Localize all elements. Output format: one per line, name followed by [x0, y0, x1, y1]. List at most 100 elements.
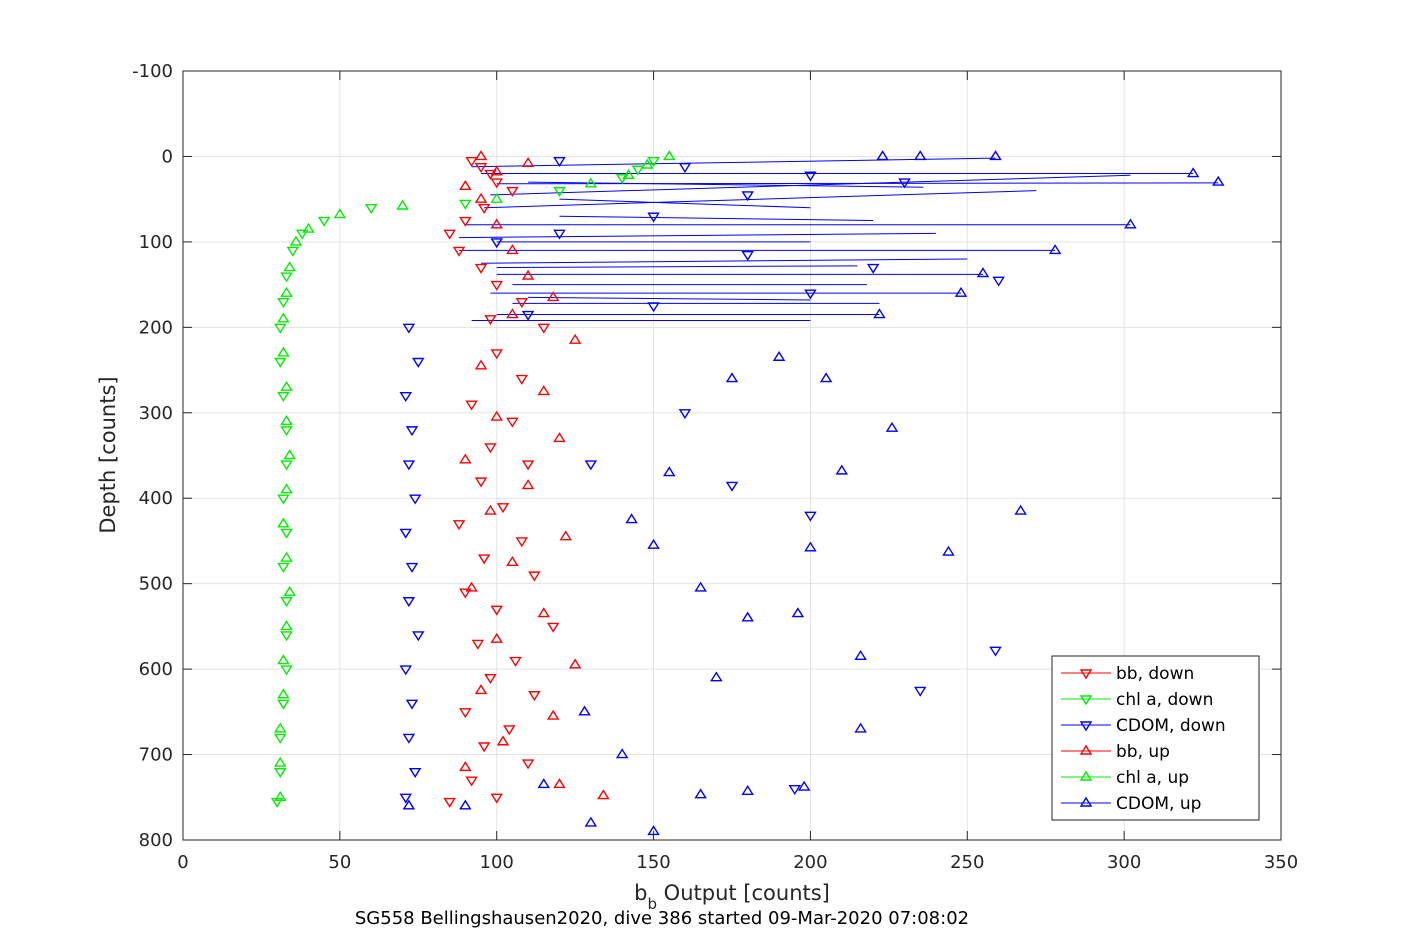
- data-point-marker: [819, 372, 833, 383]
- data-point-marker: [277, 494, 290, 505]
- data-point-marker: [399, 391, 412, 403]
- data-point-marker: [578, 705, 591, 716]
- legend-label: chl a, down: [1116, 690, 1213, 710]
- data-point-marker: [490, 218, 503, 229]
- data-point-marker: [402, 733, 416, 744]
- data-point-marker: [490, 192, 503, 203]
- data-point-marker: [459, 453, 472, 464]
- data-point-marker: [477, 204, 491, 215]
- data-point-marker: [283, 449, 296, 460]
- data-point-marker: [804, 541, 817, 552]
- data-point-marker: [283, 261, 296, 272]
- data-point-marker: [283, 585, 296, 596]
- data-point-marker: [741, 191, 754, 202]
- data-point-marker: [459, 216, 472, 227]
- data-point-marker: [854, 649, 867, 660]
- data-point-marker: [443, 229, 456, 240]
- data-point-marker: [280, 631, 293, 642]
- data-point-marker: [515, 537, 529, 548]
- data-point-marker: [474, 150, 488, 161]
- x-tick-label: 350: [1264, 852, 1298, 873]
- data-point-marker: [515, 374, 529, 385]
- data-point-marker: [452, 520, 466, 531]
- series-cdom-up: [402, 150, 1225, 836]
- data-point-marker: [546, 622, 560, 633]
- data-point-marker: [553, 186, 566, 197]
- data-point-marker: [622, 168, 635, 179]
- data-point-marker: [854, 722, 867, 733]
- data-point-marker: [490, 280, 503, 291]
- data-point-marker: [662, 150, 676, 161]
- data-point-marker: [465, 581, 478, 592]
- data-point-marker: [954, 286, 968, 297]
- legend-label: chl a, up: [1116, 768, 1189, 788]
- data-point-marker: [280, 551, 293, 562]
- data-point-marker: [484, 443, 497, 454]
- x-tick-label: 250: [950, 852, 984, 873]
- data-point-marker: [515, 298, 529, 309]
- data-point-marker: [741, 784, 754, 795]
- y-tick-label: 300: [139, 403, 173, 424]
- data-point-marker: [474, 192, 488, 203]
- data-point-marker: [506, 555, 519, 567]
- data-point-marker: [405, 562, 419, 573]
- data-point-marker: [277, 298, 290, 309]
- y-tick-label: 700: [139, 745, 173, 766]
- data-point-marker: [474, 359, 488, 370]
- cast-connector-line: [559, 215, 874, 222]
- cast-connector-line: [559, 198, 811, 209]
- x-axis-ticks: 0 50 100 150 200 250 300 350: [177, 71, 1298, 873]
- data-point-marker: [280, 483, 293, 494]
- data-point-marker: [1048, 244, 1062, 255]
- data-point-marker: [772, 350, 786, 361]
- data-point-marker: [521, 310, 535, 321]
- data-point-marker: [459, 708, 472, 719]
- cast-connector-line: [484, 190, 1037, 209]
- data-point-marker: [408, 767, 422, 778]
- data-point-marker: [412, 631, 425, 642]
- data-point-marker: [474, 477, 488, 488]
- data-point-marker: [477, 554, 491, 565]
- x-axis-label: bb Output [counts]: [634, 881, 830, 913]
- y-axis-ticks: -100 0 100 200 300 400 500 600 700 800: [132, 61, 1281, 851]
- x-tick-label: 0: [177, 852, 188, 873]
- y-tick-label: -100: [132, 61, 173, 82]
- legend-marker: [1079, 695, 1093, 706]
- data-point-marker: [625, 513, 638, 524]
- y-tick-label: 100: [139, 232, 173, 253]
- data-point-marker: [490, 793, 503, 804]
- data-point-marker: [741, 611, 754, 622]
- data-point-marker: [280, 460, 293, 471]
- data-point-marker: [273, 733, 287, 744]
- data-point-marker: [898, 178, 911, 189]
- data-point-marker: [465, 400, 478, 411]
- x-tick-label: 200: [793, 852, 827, 873]
- data-point-marker: [725, 372, 739, 383]
- data-point-marker: [477, 742, 491, 753]
- data-point-marker: [402, 799, 416, 810]
- data-point-marker: [537, 778, 551, 789]
- data-point-marker: [399, 528, 412, 539]
- data-point-marker: [521, 156, 535, 167]
- legend-label: bb, up: [1116, 742, 1170, 762]
- cast-connector-line: [459, 232, 936, 239]
- data-point-marker: [490, 632, 503, 643]
- data-point-marker: [584, 177, 598, 188]
- data-point-marker: [396, 199, 409, 210]
- data-point-marker: [474, 263, 488, 274]
- data-point-marker: [876, 150, 889, 161]
- legend-label: CDOM, down: [1116, 716, 1226, 736]
- data-point-marker: [631, 165, 645, 176]
- data-point-marker: [459, 199, 472, 210]
- x-tick-label: 300: [1107, 852, 1141, 873]
- x-tick-label: 150: [636, 852, 670, 873]
- cast-lines: [459, 157, 1219, 321]
- data-point-marker: [490, 165, 503, 176]
- data-point-marker: [694, 788, 707, 799]
- data-point-marker: [647, 212, 660, 223]
- data-point-marker: [280, 620, 293, 631]
- data-point-marker: [506, 308, 519, 319]
- data-point-marker: [273, 357, 287, 368]
- data-point-marker: [277, 688, 290, 699]
- data-point-marker: [317, 216, 331, 227]
